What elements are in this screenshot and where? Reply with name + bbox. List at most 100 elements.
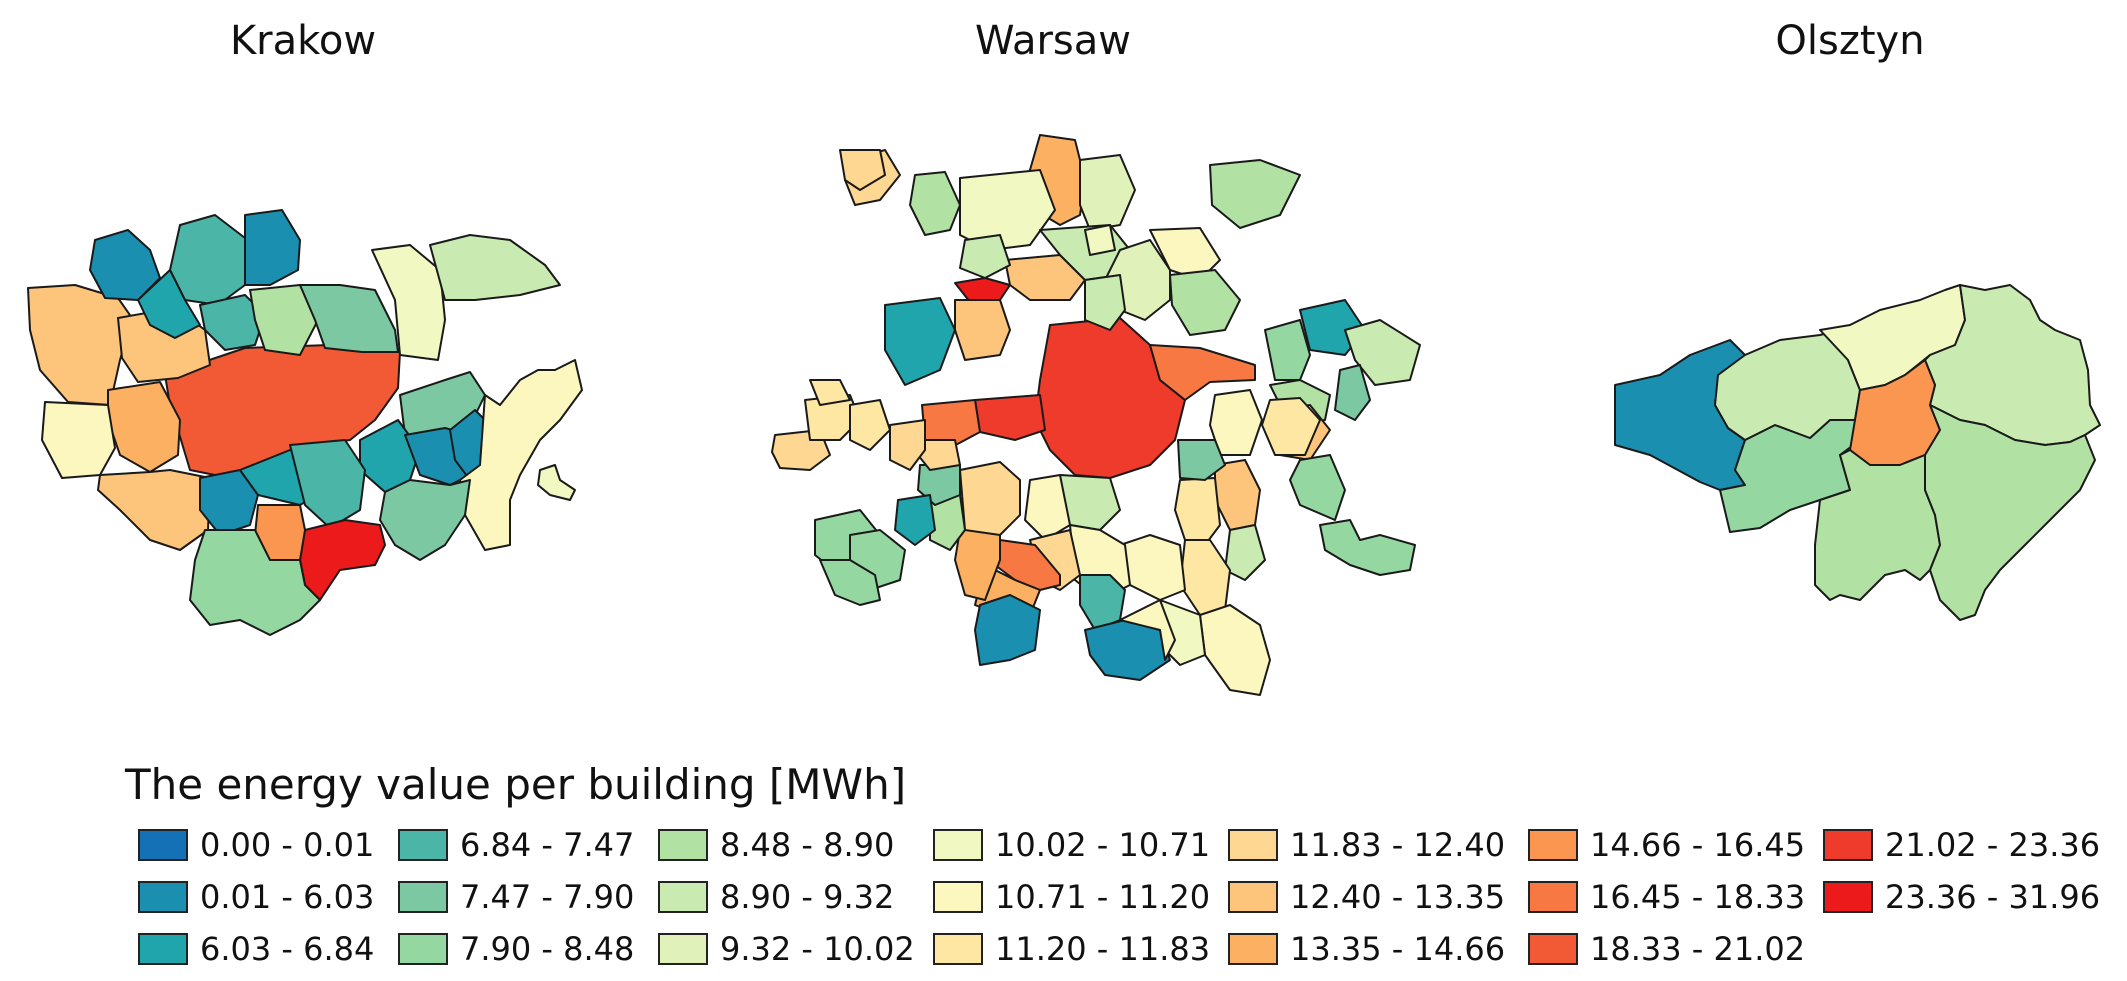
district[interactable] [894,494,936,546]
legend-item: 9.32 - 10.02 [658,927,915,971]
district[interactable] [1344,319,1421,386]
legend-title: The energy value per building [MWh] [125,760,907,809]
legend-swatch [1528,881,1578,913]
legend-label: 11.83 - 12.40 [1290,826,1506,864]
legend-item: 13.35 - 14.66 [1228,927,1505,971]
legend-item: 21.02 - 23.36 [1823,823,2100,867]
legend-swatch [138,933,188,965]
legend-item: 11.20 - 11.83 [933,927,1210,971]
district[interactable] [1169,269,1241,336]
legend-label: 7.47 - 7.90 [460,878,635,916]
district[interactable] [974,594,1041,666]
district[interactable] [1334,364,1371,421]
district[interactable] [1177,439,1226,481]
district[interactable] [299,284,399,353]
district[interactable] [97,469,211,551]
district[interactable] [1149,344,1256,401]
district[interactable] [41,401,116,479]
legend-label: 23.36 - 31.96 [1885,878,2101,916]
legend-swatch [933,881,983,913]
district[interactable] [1924,404,2096,621]
district[interactable] [199,294,266,351]
legend-swatch [1528,933,1578,965]
warsaw-map [771,134,1421,696]
map-title-warsaw: Warsaw [974,18,1131,64]
district[interactable] [959,461,1021,536]
district[interactable] [1084,224,1116,256]
legend-label: 18.33 - 21.02 [1590,930,1806,968]
district[interactable] [1209,389,1263,456]
legend-label: 16.45 - 18.33 [1590,878,1806,916]
legend-swatch [658,933,708,965]
legend-item: 18.33 - 21.02 [1528,927,1805,971]
district[interactable] [1174,477,1221,546]
legend-item: 10.71 - 11.20 [933,875,1210,919]
district[interactable] [1264,319,1311,381]
map-title-olsztyn: Olsztyn [1775,18,1925,64]
district[interactable] [954,277,1011,303]
district[interactable] [244,209,301,286]
district[interactable] [974,394,1046,441]
krakow-map [27,209,583,636]
legend-swatch [1228,881,1278,913]
district[interactable] [371,244,446,361]
legend-item: 8.90 - 9.32 [658,875,894,919]
district[interactable] [379,479,471,561]
legend-label: 14.66 - 16.45 [1590,826,1806,864]
map-title-krakow: Krakow [229,18,377,64]
district[interactable] [1209,159,1301,229]
legend-item: 16.45 - 18.33 [1528,875,1805,919]
legend-label: 13.35 - 14.66 [1290,930,1506,968]
district[interactable] [884,297,956,386]
district[interactable] [954,299,1011,361]
legend-label: 10.71 - 11.20 [995,878,1211,916]
legend-label: 11.20 - 11.83 [995,930,1211,968]
legend-swatch [933,933,983,965]
district[interactable] [889,419,926,471]
district[interactable] [537,464,576,501]
legend-swatch [138,881,188,913]
district[interactable] [299,519,386,601]
choropleth-maps [27,134,2101,696]
district[interactable] [809,379,851,406]
district[interactable] [429,234,561,301]
district[interactable] [994,539,1061,591]
district[interactable] [909,171,961,236]
district[interactable] [959,169,1056,251]
district[interactable] [1034,317,1186,479]
district[interactable] [1289,454,1346,521]
legend-item: 6.84 - 7.47 [398,823,634,867]
legend-item: 0.01 - 6.03 [138,875,374,919]
district[interactable] [1224,524,1266,581]
district[interactable] [289,439,366,529]
legend-swatch [398,829,448,861]
district[interactable] [1814,449,1941,601]
district[interactable] [1119,534,1186,601]
district[interactable] [819,559,881,606]
district[interactable] [1199,604,1271,696]
legend-swatch [658,829,708,861]
district[interactable] [137,269,201,339]
district[interactable] [1261,397,1321,456]
legend-item: 23.36 - 31.96 [1823,875,2100,919]
district[interactable] [189,529,321,636]
district[interactable] [959,234,1011,279]
legend-item: 14.66 - 16.45 [1528,823,1805,867]
legend-swatch [658,881,708,913]
district[interactable] [1119,599,1176,661]
legend-item: 7.47 - 7.90 [398,875,634,919]
legend-label: 6.03 - 6.84 [200,930,375,968]
legend-item: 0.00 - 0.01 [138,823,374,867]
district[interactable] [27,284,133,406]
district[interactable] [1319,519,1416,576]
legend-label: 10.02 - 10.71 [995,826,1211,864]
district[interactable] [1084,274,1126,331]
district[interactable] [839,149,886,191]
district[interactable] [849,399,891,451]
legend-label: 7.90 - 8.48 [460,930,635,968]
district[interactable] [1179,539,1231,616]
legend-label: 8.90 - 9.32 [720,878,895,916]
legend-swatch [398,881,448,913]
district[interactable] [1214,459,1261,531]
district[interactable] [1079,154,1136,231]
